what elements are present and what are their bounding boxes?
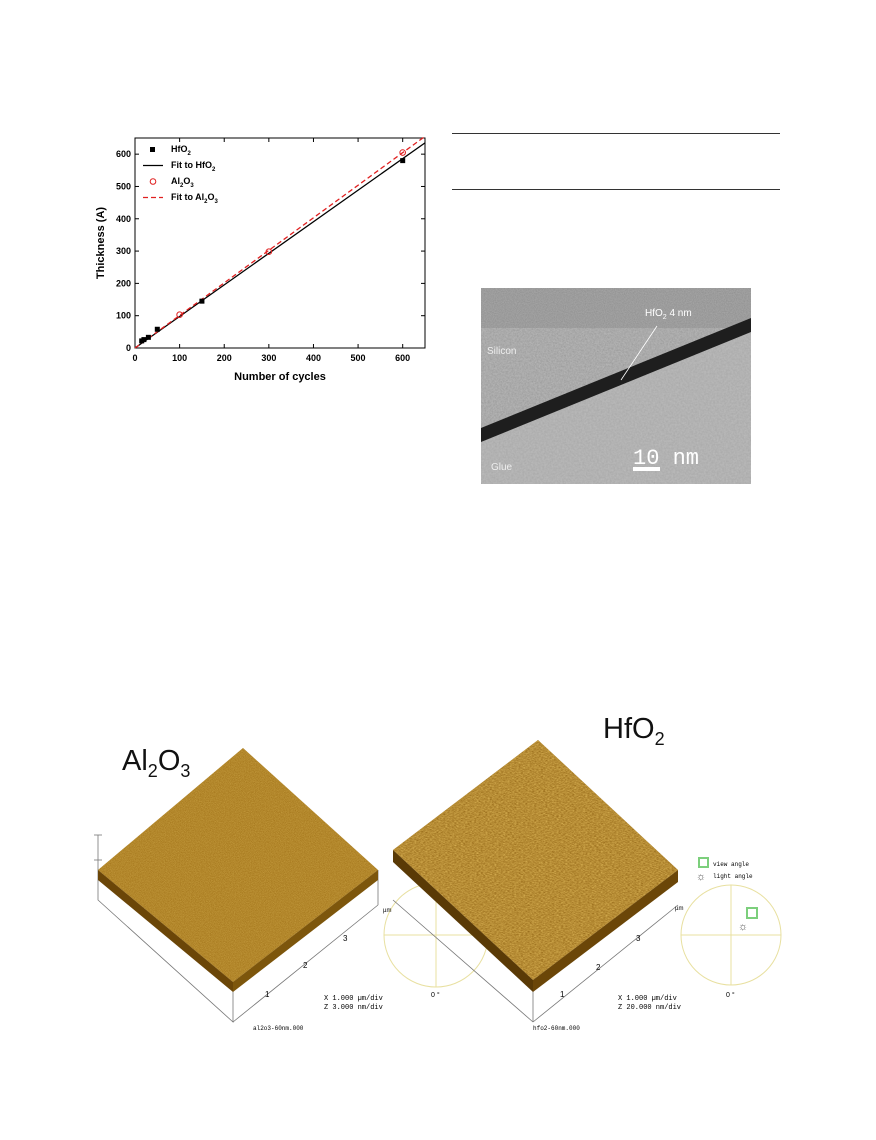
afm-images: 1 2 3 X 1.000 µm/div Z 3.000 nm/div al2o… [94, 740, 782, 1032]
tem-micrograph: HfO2 4 nm Silicon Glue 10 nm [481, 288, 751, 484]
legend-label-3: Fit to Al2O3 [171, 192, 219, 205]
y-tick-label-3: 300 [116, 246, 131, 256]
afm-al2o3-panel: 1 2 3 X 1.000 µm/div Z 3.000 nm/div al2o… [94, 748, 383, 1032]
x-tick-label-0: 0 [132, 353, 137, 363]
legend-marker-0 [150, 147, 155, 152]
y-tick-label-2: 200 [116, 278, 131, 288]
legend-label-1: Fit to HfO2 [171, 160, 216, 173]
thickness-chart: 0 100 200 300 400 500 600 0 100 200 300 400 500 600 Nu… [95, 135, 426, 383]
angle-label-left: 0 ° [431, 991, 440, 999]
x-tick-label-5: 500 [351, 353, 366, 363]
legend-label-2: Al2O3 [171, 176, 194, 189]
view-angle-icon [698, 857, 709, 868]
y-axis-label: Thickness (A) [95, 207, 107, 279]
point-0-3 [154, 326, 160, 332]
afm-right-title: HfO2 [603, 713, 665, 749]
point-0-2 [145, 334, 151, 340]
afm-axis-unit-left: µm [383, 908, 391, 914]
series-line-1 [134, 142, 426, 349]
angle-indicator-right: ☼ 0 ° view angle ☼ light angle [680, 857, 782, 999]
afm-right-scale-z: Z 20.000 nm/div [618, 1004, 681, 1012]
afm-axis-unit-right: µm [675, 906, 683, 912]
afm-right-scale-x: X 1.000 µm/div [618, 995, 677, 1003]
annotation-pointer [620, 325, 658, 381]
y-tick-label-0: 0 [126, 343, 131, 353]
series-line-3 [134, 135, 426, 349]
plot-frame [134, 137, 426, 349]
afm-left-tick-3: 3 [343, 934, 348, 943]
legend-marker-2 [149, 178, 157, 185]
afm-right-tick-1: 1 [560, 990, 565, 999]
x-tick-label-4: 400 [306, 353, 321, 363]
afm-right-tick-3: 3 [636, 934, 641, 943]
scale-bar [633, 467, 660, 471]
x-tick-label-6: 600 [395, 353, 410, 363]
afm-left-title: Al2O3 [122, 745, 191, 781]
afm-right-tick-2: 2 [596, 963, 601, 972]
point-0-1 [141, 337, 147, 343]
x-tick-label-3: 300 [261, 353, 276, 363]
scale-label: 10 nm [633, 446, 699, 471]
x-tick-label-1: 100 [172, 353, 187, 363]
light-angle-marker: ☼ [738, 921, 748, 933]
afm-left-filename: al2o3-60nm.000 [253, 1025, 304, 1032]
light-angle-icon: ☼ [696, 871, 706, 883]
point-2-1 [265, 248, 273, 256]
y-tick-label-4: 400 [116, 214, 131, 224]
y-tick-label-5: 500 [116, 181, 131, 191]
afm-left-scale-z: Z 3.000 nm/div [324, 1004, 383, 1012]
silicon-label: Silicon [487, 346, 516, 357]
afm-right-filename: hfo2-60nm.000 [533, 1025, 580, 1032]
x-tick-label-2: 200 [217, 353, 232, 363]
point-0-4 [199, 298, 205, 304]
tem-image: HfO2 4 nm Silicon Glue 10 nm [481, 288, 751, 484]
point-2-0 [176, 311, 183, 319]
point-0-5 [400, 158, 406, 164]
view-angle-label: view angle [713, 861, 749, 868]
afm-hfo2-panel: 1 2 3 µm X 1.000 µm/div Z 20.000 nm/div … [392, 740, 683, 1032]
glue-label: Glue [491, 462, 513, 473]
table-bottom-rule [452, 189, 780, 190]
tem-annotation: HfO2 4 nm [645, 308, 692, 321]
afm-left-scale-x: X 1.000 µm/div [324, 995, 383, 1003]
light-angle-label: light angle [713, 873, 753, 880]
legend-label-0: HfO2 [171, 144, 192, 157]
point-2-2 [399, 149, 406, 156]
table-top-rule [452, 133, 780, 134]
afm-left-tick-1: 1 [265, 990, 270, 999]
afm-left-tick-2: 2 [303, 961, 308, 970]
x-axis-label: Number of cycles [234, 371, 326, 383]
y-tick-label-6: 600 [116, 149, 131, 159]
angle-label-right: 0 ° [726, 991, 735, 999]
y-tick-label-1: 100 [116, 311, 131, 321]
view-angle-marker [746, 907, 758, 919]
